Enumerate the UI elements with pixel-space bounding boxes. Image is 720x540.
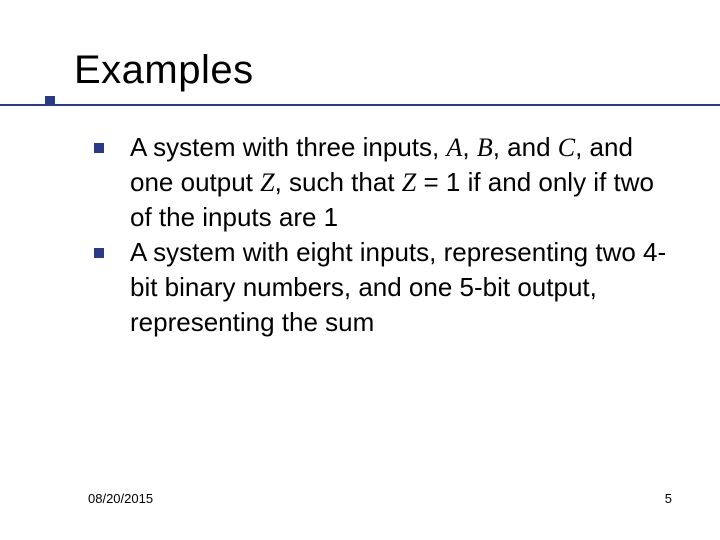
italic-variable: C [558, 133, 575, 162]
italic-variable: B [477, 133, 493, 162]
text-run: A system with eight inputs, representing… [130, 237, 666, 337]
text-run: , [462, 132, 476, 162]
list-item-text: A system with three inputs, A, B, and C,… [130, 132, 654, 232]
italic-variable: Z [260, 168, 274, 197]
square-bullet-icon [94, 248, 104, 258]
slide: Examples A system with three inputs, A, … [0, 0, 720, 540]
list-item-text: A system with eight inputs, representing… [130, 237, 666, 337]
list-item: A system with three inputs, A, B, and C,… [88, 130, 672, 235]
square-bullet-icon [94, 143, 104, 153]
text-run: A system with three inputs, [130, 132, 446, 162]
list-item: A system with eight inputs, representing… [88, 235, 672, 340]
text-run: , such that [275, 167, 402, 197]
text-run: , and [493, 132, 558, 162]
title-wrap: Examples [74, 48, 680, 93]
footer-date: 08/20/2015 [88, 491, 153, 506]
title-underline [0, 104, 720, 106]
slide-title: Examples [74, 48, 680, 93]
italic-variable: Z [402, 168, 416, 197]
italic-variable: A [446, 133, 462, 162]
slide-body: A system with three inputs, A, B, and C,… [88, 130, 672, 341]
footer-page-number: 5 [665, 491, 672, 506]
title-tick-icon [45, 96, 55, 106]
